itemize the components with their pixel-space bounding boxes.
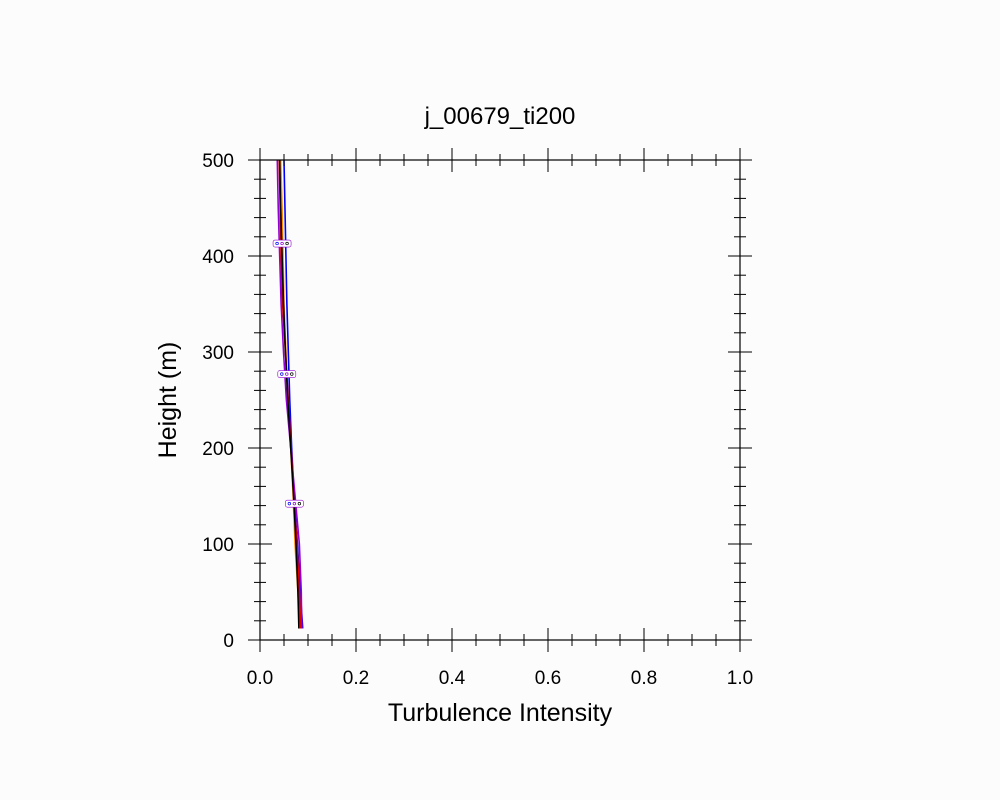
line-label-mark [285,372,289,376]
chart-title: j_00679_ti200 [424,103,576,130]
line-label-mark [280,372,284,376]
x-tick-label: 0.4 [439,668,466,689]
line-label-box-1 [285,499,304,508]
x-tick-label: 0.2 [343,668,369,689]
line-label-mark [297,502,302,506]
series-layer [276,159,304,629]
x-tick-label: 1.0 [727,668,753,689]
y-tick-label: 300 [202,343,234,364]
line-label-mark [292,502,297,506]
y-tick-label: 200 [202,439,234,460]
y-tick-label: 0 [223,631,234,652]
x-tick-label: 0.0 [247,668,273,689]
plot-frame [259,159,741,641]
y-tick-label: 500 [202,151,234,172]
y-axis-label: Height (m) [154,342,182,459]
line-label-mark [285,241,289,246]
line-label-mark [280,241,284,246]
x-axis-label: Turbulence Intensity [388,699,613,727]
y-tick-label: 400 [202,247,234,268]
line-label-mark [275,241,279,246]
line-label-layer [272,239,304,508]
line-label-box-3 [272,239,292,248]
y-tick-label: 100 [202,535,234,556]
x-tick-label: 0.8 [631,668,657,689]
x-tick-label: 0.6 [535,668,561,689]
line-label-mark [287,502,292,506]
line-label-mark [290,372,294,376]
tick-layer: 0.0 0.2 0.4 0.6 0.8 1.0 0 100 200 300 400 500 [202,148,753,689]
line-label-box-2 [277,370,297,378]
